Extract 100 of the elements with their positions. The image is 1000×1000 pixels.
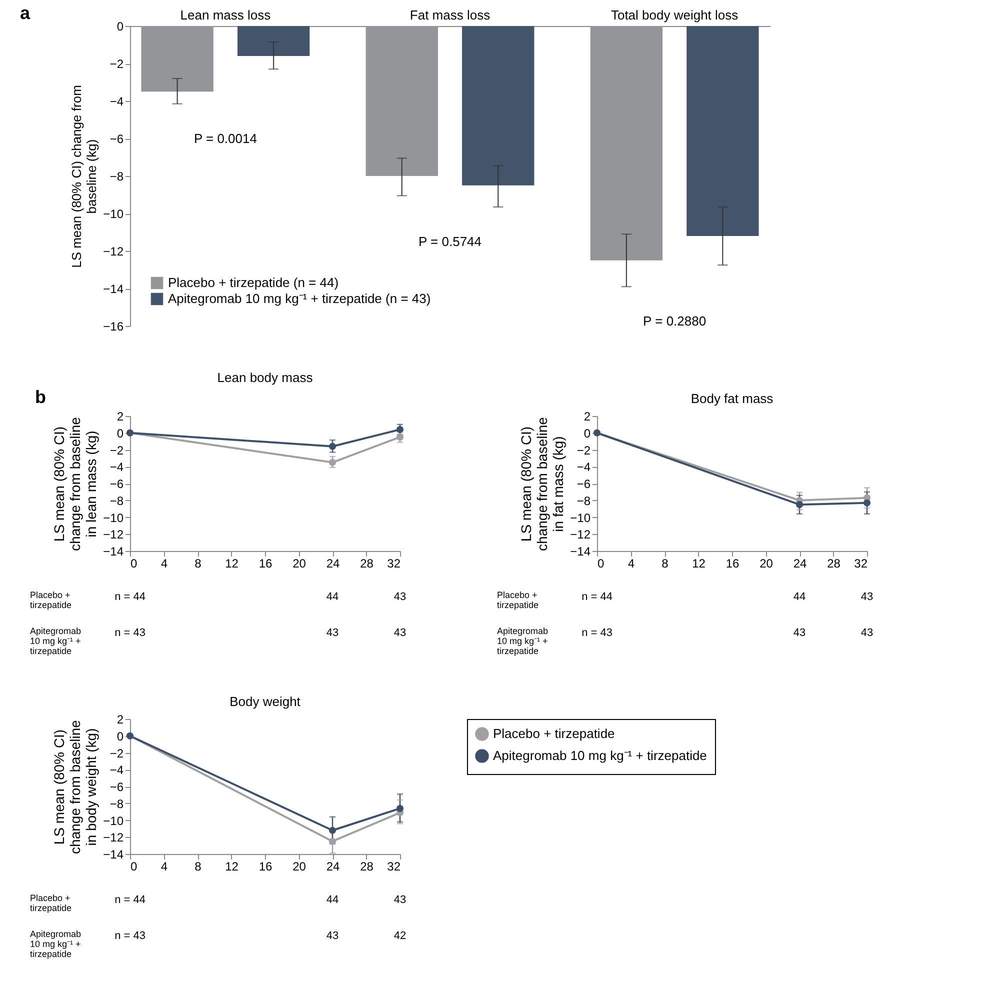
y-tick-label: −8 xyxy=(576,494,591,508)
chart-title: Lean body mass xyxy=(217,370,314,385)
x-tick-label: 8 xyxy=(194,860,202,874)
x-tick-label: 12 xyxy=(692,556,706,570)
y-tick-label: 0 xyxy=(116,20,124,34)
annotation: P = 0.5744 xyxy=(418,234,482,249)
x-tick-label: 24 xyxy=(326,860,340,874)
text: 44 xyxy=(793,591,806,603)
text: 43 xyxy=(326,930,339,942)
x-tick-label: 4 xyxy=(160,556,168,570)
text: n = 44 xyxy=(114,894,146,906)
text: Placebo + tirzepatide xyxy=(30,893,72,913)
x-tick-label: 4 xyxy=(160,860,168,874)
y-tick-label: 0 xyxy=(584,426,591,440)
x-tick-label: 4 xyxy=(628,556,635,570)
y-tick-label: 2 xyxy=(116,410,124,424)
y-tick-label: −12 xyxy=(103,528,124,542)
x-tick-label: 28 xyxy=(360,860,374,874)
text: 43 xyxy=(326,627,339,639)
y-tick-label: −10 xyxy=(570,510,591,525)
x-tick-label: 32 xyxy=(387,860,401,874)
y-tick-label: 0 xyxy=(116,729,124,744)
text: n = 43 xyxy=(114,930,146,942)
y-tick-label: −10 xyxy=(103,207,124,221)
x-tick-label: Lean mass loss xyxy=(180,8,272,22)
text: a xyxy=(20,3,31,23)
x-tick-label: 28 xyxy=(827,556,841,570)
text: 43 xyxy=(860,627,874,639)
x-tick-label: 24 xyxy=(326,556,340,570)
text: 43 xyxy=(860,591,874,603)
text: 43 xyxy=(394,591,406,603)
y-tick-label: −2 xyxy=(110,746,124,760)
x-tick-label: 8 xyxy=(662,556,669,570)
y-tick-label: 0 xyxy=(116,426,124,440)
y-tick-label: −4 xyxy=(110,460,124,474)
y-tick-label: 2 xyxy=(116,712,124,726)
y-tick-label: 2 xyxy=(584,410,591,424)
text: n = 44 xyxy=(582,591,612,603)
x-tick-label: 28 xyxy=(360,556,374,570)
y-tick-label: −6 xyxy=(110,780,124,794)
y-axis-title: LS mean (80% CI) change from baseline (kg) xyxy=(69,85,100,268)
x-tick-label: 24 xyxy=(793,556,807,570)
x-tick-label: 20 xyxy=(760,556,774,570)
text: Placebo + tirzepatide xyxy=(30,590,72,610)
annotation: P = 0.2880 xyxy=(643,314,706,329)
y-axis-title: LS mean (80% CI) change from baseline in fat mass (kg) xyxy=(518,416,566,551)
y-axis-title: LS mean (80% CI) change from baseline in lean mass (kg) xyxy=(51,416,100,551)
y-tick-label: −4 xyxy=(110,94,124,108)
x-tick-label: 0 xyxy=(130,556,138,570)
legend-label: Placebo + tirzepatide (n = 44) xyxy=(168,275,339,290)
x-tick-label: Fat mass loss xyxy=(410,8,491,22)
legend-label: Placebo + tirzepatide xyxy=(493,726,615,741)
y-tick-label: −14 xyxy=(570,544,591,558)
x-tick-label: 12 xyxy=(225,860,239,874)
x-tick-label: 32 xyxy=(387,556,401,570)
text: Apitegromab 10 mg kg⁻¹ + tirzepatide xyxy=(497,626,548,656)
y-tick-label: −12 xyxy=(103,830,124,845)
annotation: P = 0.0014 xyxy=(194,130,257,146)
y-tick-label: −2 xyxy=(110,443,124,458)
y-tick-label: −14 xyxy=(103,544,124,558)
text: b xyxy=(35,387,46,407)
text: n = 43 xyxy=(582,627,612,639)
text: Apitegromab 10 mg kg⁻¹ + tirzepatide xyxy=(30,929,82,959)
y-tick-label: −16 xyxy=(103,320,124,334)
x-tick-label: 32 xyxy=(854,556,868,570)
text: 43 xyxy=(394,894,406,906)
x-tick-label: 16 xyxy=(258,860,272,874)
y-tick-label: −6 xyxy=(110,132,124,146)
x-tick-label: 20 xyxy=(292,556,306,570)
y-tick-label: −10 xyxy=(103,510,124,525)
y-tick-label: −14 xyxy=(103,848,124,862)
y-tick-label: −8 xyxy=(110,494,124,508)
y-tick-label: −2 xyxy=(576,443,591,458)
x-tick-label: 0 xyxy=(598,556,604,570)
y-tick-label: −4 xyxy=(576,460,591,474)
y-tick-label: −4 xyxy=(110,763,124,778)
y-tick-label: −8 xyxy=(110,170,124,184)
text: Apitegromab 10 mg kg⁻¹ + tirzepatide xyxy=(30,626,82,656)
y-axis-title: LS mean (80% CI) change from baseline in body weight (kg) xyxy=(51,720,100,854)
y-tick-label: −2 xyxy=(110,57,124,71)
text: 43 xyxy=(793,627,806,639)
x-tick-label: 12 xyxy=(225,556,239,570)
text: n = 44 xyxy=(114,591,146,603)
text: 42 xyxy=(394,930,406,942)
x-tick-label: 8 xyxy=(194,556,202,570)
x-tick-label: 0 xyxy=(130,860,138,874)
x-tick-label: Total body weight loss xyxy=(610,8,739,22)
x-tick-label: 16 xyxy=(726,556,740,570)
y-tick-label: −12 xyxy=(570,528,591,542)
legend-label: Apitegromab 10 mg kg⁻¹ + tirzepatide (n = 43) xyxy=(168,291,431,306)
y-tick-label: −6 xyxy=(110,477,124,491)
text: 44 xyxy=(326,894,339,906)
text: n = 43 xyxy=(114,627,146,639)
legend-label: Apitegromab 10 mg kg⁻¹ + tirzepatide xyxy=(493,748,707,763)
chart-title: Body weight xyxy=(230,694,301,709)
y-tick-label: −6 xyxy=(576,477,591,491)
y-tick-label: −14 xyxy=(103,282,124,296)
y-tick-label: −12 xyxy=(103,244,124,258)
y-tick-label: −10 xyxy=(103,814,124,828)
text: 44 xyxy=(326,591,339,603)
